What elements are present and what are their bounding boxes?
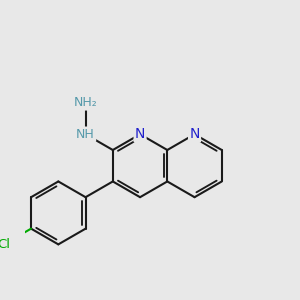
Text: N: N bbox=[189, 127, 200, 141]
Text: NH₂: NH₂ bbox=[74, 96, 98, 109]
Text: Cl: Cl bbox=[0, 238, 10, 251]
Text: N: N bbox=[135, 127, 145, 141]
Text: NH: NH bbox=[76, 128, 95, 141]
